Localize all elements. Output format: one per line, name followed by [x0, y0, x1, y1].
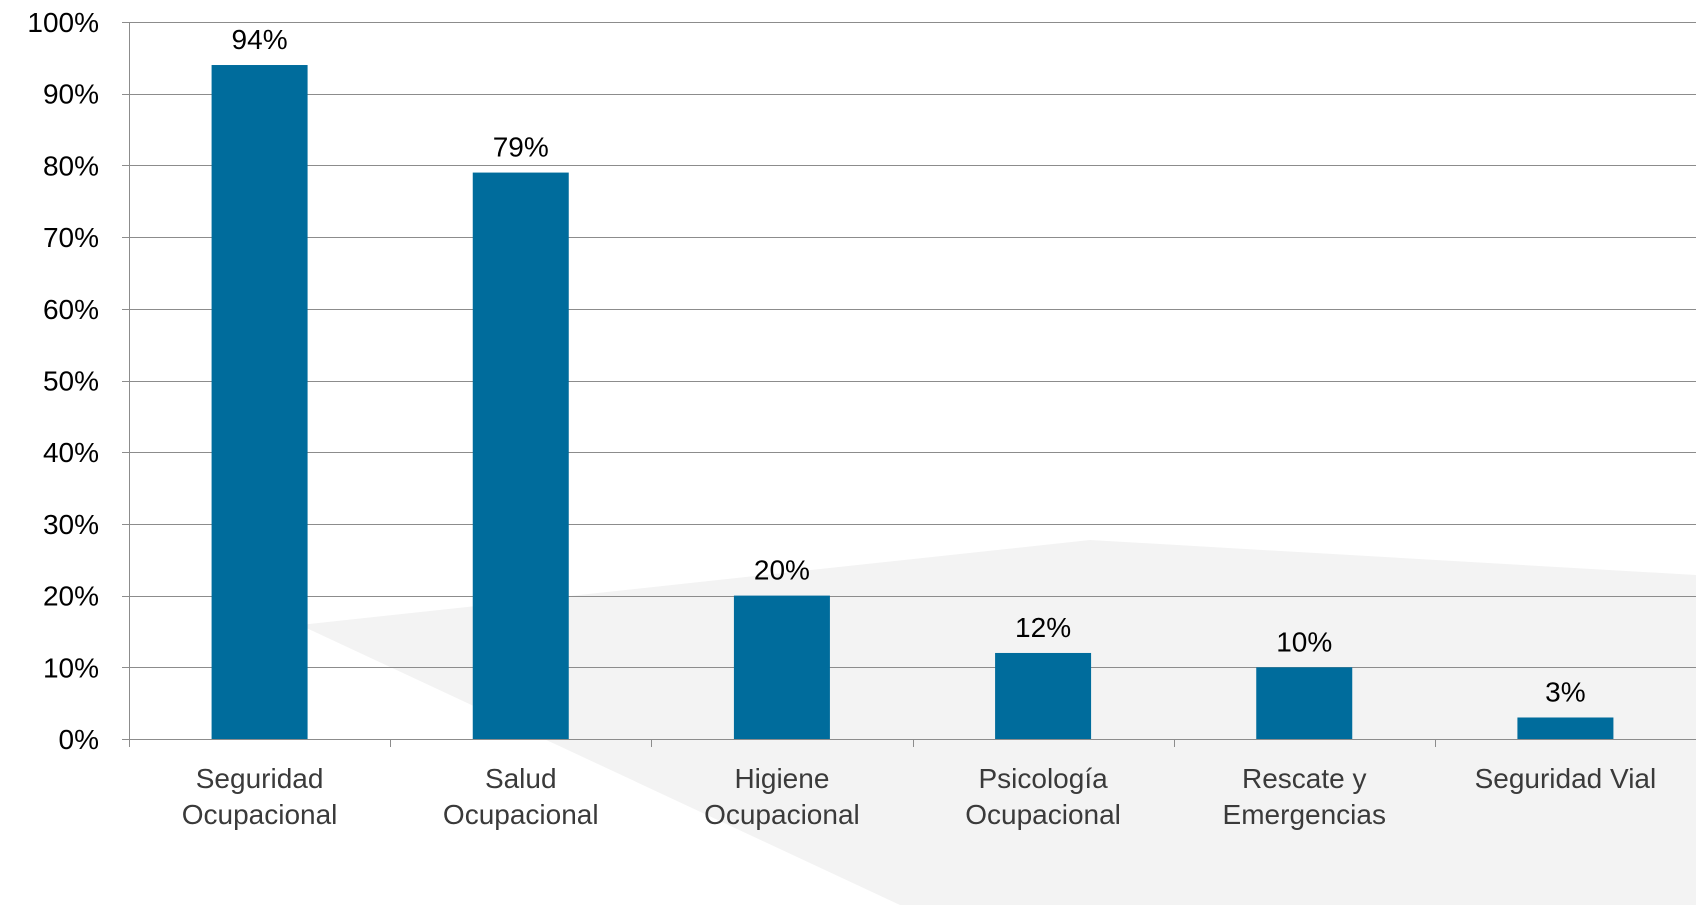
category-label-line: Seguridad — [196, 763, 324, 794]
data-labels: 94% 79% 20% 12% 10% 3% — [232, 24, 1586, 707]
bar — [733, 595, 830, 739]
category-label-line: Ocupacional — [443, 799, 599, 830]
y-tick-label: 90% — [43, 79, 99, 110]
bar — [211, 65, 308, 739]
category-label-line: Ocupacional — [182, 799, 338, 830]
y-tick-label: 50% — [43, 366, 99, 397]
y-tick-label: 100% — [27, 7, 99, 38]
data-label: 12% — [1015, 612, 1071, 643]
category-label-line: Emergencias — [1223, 799, 1386, 830]
bar — [472, 172, 569, 739]
category-label-line: Salud — [485, 763, 557, 794]
category-label-line: Seguridad Vial — [1475, 763, 1657, 794]
gridlines — [129, 22, 1696, 668]
category-label: Higiene Ocupacional — [704, 763, 860, 830]
category-label: Psicología Ocupacional — [965, 763, 1121, 830]
data-label: 20% — [754, 555, 810, 586]
category-label-line: Psicología — [978, 763, 1108, 794]
y-tick-label: 40% — [43, 437, 99, 468]
category-label: Seguridad Ocupacional — [182, 763, 338, 830]
bar — [1256, 667, 1353, 739]
axes — [122, 22, 1696, 747]
bar — [995, 652, 1092, 739]
y-tick-label: 10% — [43, 652, 99, 683]
category-label-line: Ocupacional — [965, 799, 1121, 830]
y-tick-label: 70% — [43, 222, 99, 253]
category-label-line: Ocupacional — [704, 799, 860, 830]
y-tick-label: 0% — [59, 724, 99, 755]
bars — [211, 65, 1614, 739]
data-label: 79% — [493, 132, 549, 163]
y-tick-label: 60% — [43, 294, 99, 325]
y-tick-label: 80% — [43, 150, 99, 181]
category-label: Seguridad Vial — [1475, 763, 1657, 794]
bar — [1517, 717, 1614, 739]
y-tick-label: 20% — [43, 581, 99, 612]
category-label: Rescate y Emergencias — [1223, 763, 1386, 830]
data-label: 94% — [232, 24, 288, 55]
data-label: 3% — [1545, 676, 1585, 707]
data-label: 10% — [1276, 626, 1332, 657]
category-label-line: Rescate y — [1242, 763, 1367, 794]
y-tick-label: 30% — [43, 509, 99, 540]
y-axis-tick-labels: 0% 10% 20% 30% 40% 50% 60% 70% 80% 90% 100% — [27, 7, 99, 755]
category-label: Salud Ocupacional — [443, 763, 599, 830]
category-label-line: Higiene — [734, 763, 829, 794]
